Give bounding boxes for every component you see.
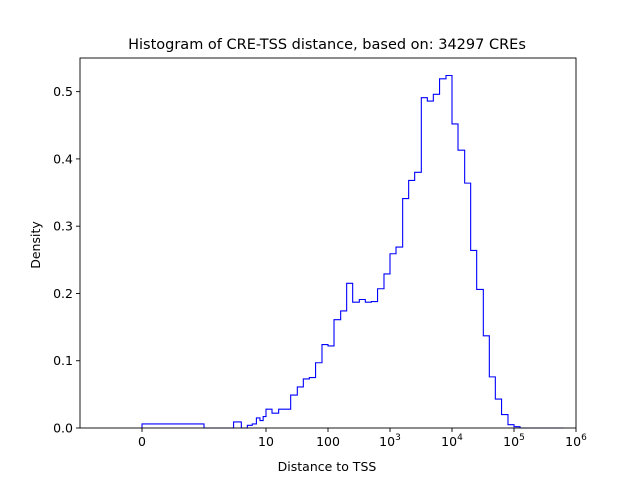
x-axis: 0 10 100 103 104 105 106 <box>138 428 587 449</box>
x-tick-label: 104 <box>441 433 463 449</box>
y-tick-label: 0.3 <box>53 219 73 234</box>
x-tick-label: 106 <box>565 433 587 449</box>
x-axis-label: Distance to TSS <box>278 459 377 474</box>
x-tick-label: 0 <box>138 434 146 449</box>
x-tick-label: 105 <box>503 433 525 449</box>
y-tick-label: 0.2 <box>53 286 73 301</box>
y-tick-label: 0.1 <box>53 353 73 368</box>
histogram-step-line <box>141 74 564 429</box>
y-tick-label: 0.5 <box>53 84 73 99</box>
y-axis-label: Density <box>28 221 43 269</box>
y-axis: 0.0 0.1 0.2 0.3 0.4 0.5 <box>53 84 80 436</box>
y-tick-label: 0.4 <box>53 151 73 166</box>
chart-title: Histogram of CRE-TSS distance, based on:… <box>128 37 526 53</box>
x-tick-label: 100 <box>316 434 340 449</box>
y-tick-label: 0.0 <box>53 421 73 436</box>
x-tick-label: 103 <box>379 433 401 449</box>
x-tick-label: 10 <box>258 434 274 449</box>
